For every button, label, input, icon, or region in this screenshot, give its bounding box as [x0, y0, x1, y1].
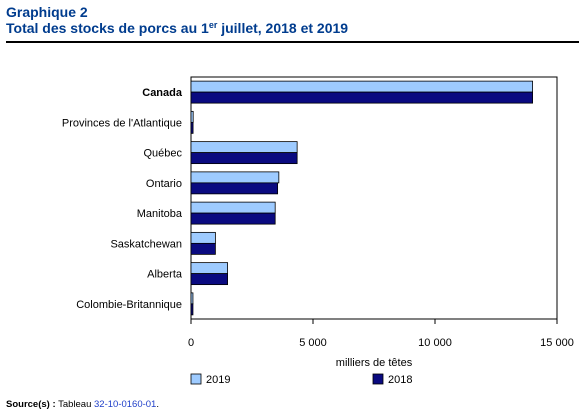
category-label: Ontario [146, 178, 182, 190]
plot-frame [190, 76, 558, 320]
legend-label-2018: 2018 [388, 374, 412, 386]
source-text: Tableau [55, 399, 95, 410]
chart-title-tail: juillet, 2018 et 2019 [217, 20, 349, 36]
category-label: Colombie-Britannique [76, 299, 182, 311]
chart-title-block: Graphique 2 Total des stocks de porcs au… [6, 4, 576, 36]
bar-2019[interactable] [190, 110, 194, 123]
category-label: Canada [142, 87, 183, 99]
bar-2019[interactable] [190, 262, 228, 275]
x-axis-label: milliers de têtes [336, 357, 413, 369]
bar-2019[interactable] [190, 80, 534, 93]
chart-title-text: Total des stocks de porcs au 1 [6, 20, 209, 36]
chart-title: Total des stocks de porcs au 1er juillet… [6, 20, 576, 36]
category-label: Provinces de l'Atlantique [62, 117, 182, 129]
bar-2018[interactable] [190, 152, 298, 165]
bar-2018[interactable] [190, 182, 279, 195]
bar-2019[interactable] [190, 171, 280, 184]
chart-title-superscript: er [208, 20, 218, 30]
x-tick-label: 15 000 [540, 337, 574, 349]
legend-swatch-2018 [372, 373, 384, 385]
category-label: Manitoba [137, 208, 183, 220]
legend-label-2019: 2019 [206, 374, 230, 386]
bar-2019[interactable] [190, 231, 216, 244]
chart-number: Graphique 2 [6, 4, 88, 20]
category-label: Alberta [147, 269, 183, 281]
bar-2019[interactable] [190, 201, 276, 214]
x-tick-label: 10 000 [418, 337, 452, 349]
legend-swatch-2019 [190, 373, 202, 385]
source-table-link[interactable]: 32-10-0160-01 [94, 399, 157, 410]
title-rule [6, 41, 579, 43]
source-note: Source(s) : Tableau 32-10-0160-01. [6, 399, 159, 410]
bar-2018[interactable] [190, 212, 276, 225]
category-label: Québec [143, 148, 182, 160]
x-tick-label: 0 [188, 337, 194, 349]
bar-2018[interactable] [190, 303, 194, 316]
source-label: Source(s) : [6, 399, 56, 410]
source-end: . [156, 399, 159, 410]
bar-2018[interactable] [190, 242, 216, 255]
bar-2018[interactable] [190, 273, 228, 286]
bar-2018[interactable] [190, 91, 534, 104]
x-tick-label: 5 000 [299, 337, 327, 349]
bar-2018[interactable] [190, 121, 194, 134]
category-label: Saskatchewan [110, 238, 182, 250]
bar-2019[interactable] [190, 292, 194, 305]
bar-2019[interactable] [190, 141, 298, 154]
bar-chart: Canada Provinces de l'Atlantique Québec Ont… [62, 76, 574, 386]
